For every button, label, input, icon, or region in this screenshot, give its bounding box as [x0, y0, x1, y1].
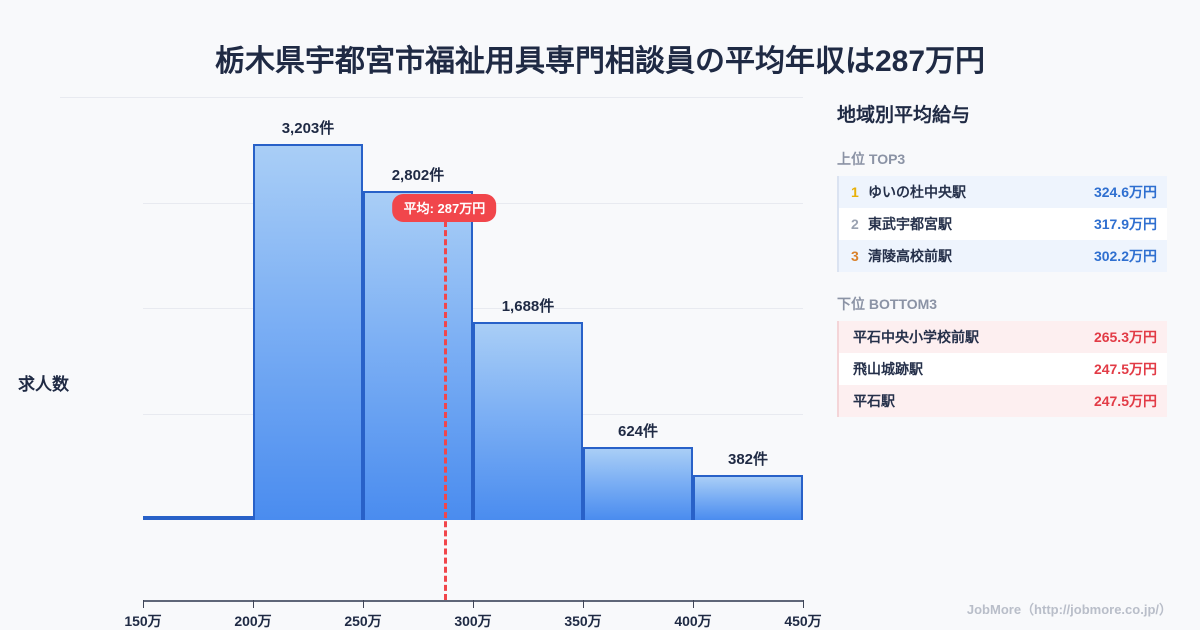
histogram-chart: 求人数 3,203件 2,802件 1,688件 624件 382件 150万 200万 2…: [0, 90, 830, 629]
gridline: [143, 308, 803, 309]
average-line: [444, 221, 448, 600]
plot-area: 3,203件 2,802件 1,688件 624件 382件: [60, 97, 803, 520]
salary-value: 317.9万円: [1093, 216, 1157, 232]
x-axis-tick: [473, 600, 474, 608]
histogram-bar: [693, 475, 803, 520]
x-axis-tick-label: 400万: [674, 613, 712, 629]
x-axis-tick: [143, 600, 144, 608]
rank-number: 3: [851, 248, 859, 264]
top3-row: 1 ゆいの杜中央駅 324.6万円: [839, 176, 1167, 208]
x-axis-tick-label: 450万: [784, 613, 822, 629]
salary-value: 265.3万円: [1093, 329, 1157, 345]
x-axis-tick: [583, 600, 584, 608]
bottom3-row: 飛山城跡駅 247.5万円: [839, 353, 1167, 385]
top3-row: 2 東武宇都宮駅 317.9万円: [839, 208, 1167, 240]
bar-value-label: 3,203件: [281, 120, 335, 137]
footer-credit: JobMore（http://jobmore.co.jp/）: [966, 602, 1172, 617]
bar-value-label: 382件: [727, 451, 769, 468]
gridline: [60, 97, 803, 98]
bar-value-label: 1,688件: [501, 298, 555, 315]
station-name: 平石中央小学校前駅: [853, 329, 979, 345]
station-name: ゆいの杜中央駅: [868, 184, 966, 200]
salary-value: 247.5万円: [1093, 393, 1157, 409]
salary-value: 247.5万円: [1093, 361, 1157, 377]
rank-number: 2: [851, 216, 859, 232]
x-axis-tick: [363, 600, 364, 608]
x-axis-tick: [693, 600, 694, 608]
rank-number: 1: [851, 184, 859, 200]
average-badge: 平均: 287万円: [392, 194, 497, 222]
x-axis-tick-label: 250万: [344, 613, 382, 629]
bottom3-list: 平石中央小学校前駅 265.3万円 飛山城跡駅 247.5万円 平石駅 247.5万円: [837, 321, 1167, 417]
top3-row: 3 清陵高校前駅 302.2万円: [839, 240, 1167, 272]
station-name: 清陵高校前駅: [868, 248, 952, 264]
bar-value-label: 2,802件: [391, 167, 445, 184]
top3-list: 1 ゆいの杜中央駅 324.6万円 2 東武宇都宮駅 317.9万円 3 清陵高校前駅 302.…: [837, 176, 1167, 272]
page-title: 栃木県宇都宮市福祉用具専門相談員の平均年収は287万円: [214, 45, 986, 78]
x-axis-tick-label: 150万: [124, 613, 162, 629]
x-axis-tick: [253, 600, 254, 608]
salary-value: 302.2万円: [1093, 248, 1157, 264]
x-axis-tick-label: 300万: [454, 613, 492, 629]
x-axis-tick: [803, 600, 804, 608]
region-salary-panel: 地域別平均給与 上位 TOP3 1 ゆいの杜中央駅 324.6万円 2 東武宇都宮駅 31…: [837, 100, 1167, 417]
histogram-bar: [143, 516, 253, 520]
panel-title: 地域別平均給与: [837, 105, 971, 126]
bottom3-heading: 下位 BOTTOM3: [837, 296, 938, 312]
bar-value-label: 624件: [617, 423, 659, 440]
histogram-bar: [473, 322, 583, 520]
histogram-bar: [363, 191, 473, 520]
station-name: 平石駅: [853, 393, 895, 409]
x-axis-tick-label: 200万: [234, 613, 272, 629]
histogram-bar: [253, 144, 363, 520]
histogram-bar: [583, 447, 693, 520]
bottom3-row: 平石駅 247.5万円: [839, 385, 1167, 417]
bottom3-row: 平石中央小学校前駅 265.3万円: [839, 321, 1167, 353]
y-axis-label: 求人数: [18, 375, 69, 394]
top3-heading: 上位 TOP3: [837, 151, 906, 167]
salary-value: 324.6万円: [1093, 184, 1157, 200]
station-name: 東武宇都宮駅: [868, 216, 952, 232]
station-name: 飛山城跡駅: [853, 361, 923, 377]
x-axis-tick-label: 350万: [564, 613, 602, 629]
